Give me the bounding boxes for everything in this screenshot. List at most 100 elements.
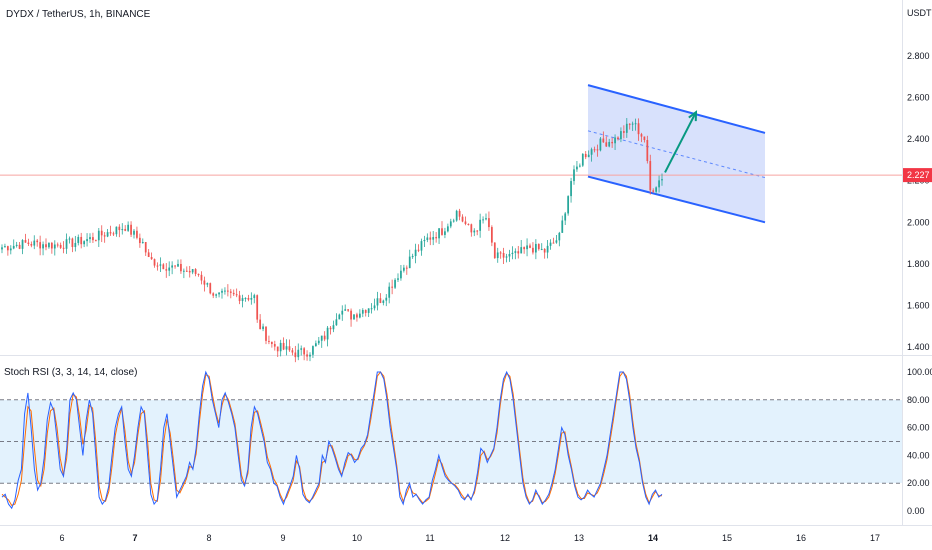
candle	[159, 257, 162, 273]
candle	[150, 252, 153, 260]
candle-body	[397, 278, 399, 280]
candle-body	[485, 218, 487, 220]
candle	[112, 231, 115, 236]
candle	[24, 233, 27, 243]
candle	[247, 294, 250, 302]
candle-body	[56, 244, 59, 246]
candle	[397, 273, 399, 282]
candle	[291, 348, 294, 356]
candle	[300, 345, 303, 356]
candle-body	[1, 247, 3, 250]
candle-body	[270, 341, 273, 345]
candle	[244, 297, 247, 302]
candle	[655, 186, 658, 194]
candle-body	[174, 265, 176, 267]
candle	[467, 223, 470, 226]
candle	[423, 235, 426, 248]
candle-body	[182, 270, 185, 272]
candle	[21, 239, 24, 255]
candle-body	[115, 226, 118, 235]
candle	[224, 287, 226, 295]
candle-body	[587, 154, 590, 158]
candle	[382, 299, 385, 306]
candle	[174, 265, 176, 269]
candle-body	[83, 241, 86, 245]
candle-body	[514, 251, 517, 253]
candle	[229, 288, 232, 299]
candle-body	[394, 279, 396, 288]
candle-body	[303, 348, 306, 355]
candle	[294, 345, 297, 363]
candle	[661, 173, 663, 186]
channel-upper-line[interactable]	[587, 84, 766, 134]
candle-body	[452, 220, 455, 222]
candle-body	[661, 179, 663, 181]
candle	[514, 248, 517, 260]
time-axis[interactable]: 6 7 8 9 10 11 12 13 14 15 16 17	[59, 533, 880, 543]
candle	[97, 228, 100, 247]
candle	[77, 234, 80, 246]
candle-body	[153, 259, 156, 266]
candle-body	[53, 244, 56, 249]
candle	[18, 242, 21, 250]
candle-body	[523, 247, 526, 250]
candle	[250, 292, 253, 305]
candle	[329, 326, 332, 335]
candle-body	[279, 342, 282, 352]
candle-body	[18, 244, 21, 249]
candle	[561, 215, 564, 233]
projection-arrow[interactable]	[664, 110, 698, 173]
candle-body	[106, 232, 109, 237]
time-tick-label: 8	[206, 533, 211, 543]
time-tick-label: 7	[132, 533, 137, 543]
candle-body	[341, 310, 344, 315]
candle	[444, 227, 446, 239]
candle-body	[570, 181, 572, 197]
candle	[488, 211, 490, 231]
candle-body	[206, 283, 209, 285]
candle-body	[4, 246, 6, 248]
rsi-tick-label: 100.00	[907, 367, 932, 377]
candle-body	[338, 314, 341, 320]
candle-body	[379, 298, 382, 303]
candle	[593, 146, 596, 153]
channel-lower-line[interactable]	[587, 175, 766, 224]
candle	[347, 309, 350, 313]
candle-body	[300, 348, 303, 350]
time-tick-label: 11	[425, 533, 434, 543]
candle-body	[534, 243, 537, 253]
time-tick-label: 16	[796, 533, 806, 543]
candle-body	[655, 187, 658, 192]
candle-body	[294, 352, 297, 358]
candle	[89, 233, 91, 243]
candle-body	[611, 141, 614, 144]
candle-body	[614, 137, 616, 144]
candle	[221, 288, 223, 299]
candle-body	[9, 248, 12, 251]
candle	[62, 241, 65, 254]
candle	[203, 276, 206, 292]
candle	[133, 228, 135, 239]
candle-body	[188, 270, 191, 273]
candle-body	[382, 300, 385, 303]
candle-body	[608, 141, 611, 147]
candle-body	[417, 249, 420, 251]
candle	[314, 340, 317, 347]
candle	[596, 144, 599, 157]
candle-body	[567, 196, 570, 214]
candle	[285, 339, 288, 356]
candle	[511, 246, 514, 260]
candle	[546, 239, 549, 259]
indicator-axis[interactable]: 100.00 80.00 60.00 40.00 20.00 0.00	[907, 367, 932, 516]
candle	[435, 232, 438, 243]
candle	[118, 224, 121, 238]
candle-body	[540, 248, 543, 250]
rsi-tick-label: 0.00	[907, 506, 925, 516]
candle	[317, 336, 320, 346]
candle-body	[71, 238, 74, 248]
candle-body	[561, 220, 564, 233]
candle-body	[309, 354, 311, 357]
candle	[391, 279, 394, 295]
candle-body	[479, 219, 482, 231]
